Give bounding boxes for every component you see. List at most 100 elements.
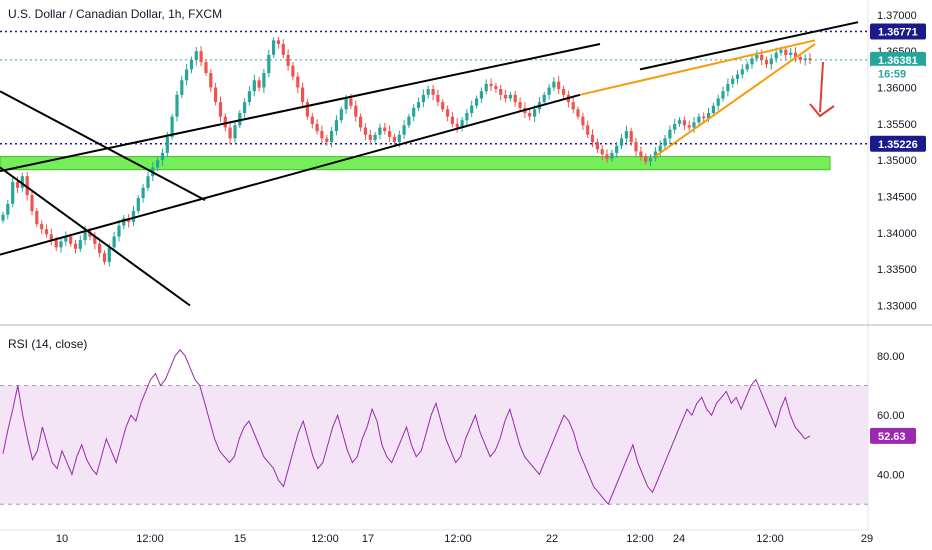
price-tick-label: 1.35000 bbox=[877, 155, 917, 167]
candle bbox=[460, 116, 464, 132]
rising-channel-upper-line bbox=[0, 43, 601, 173]
candle bbox=[644, 153, 648, 165]
candle bbox=[1, 211, 5, 224]
candle bbox=[557, 76, 561, 95]
candle bbox=[465, 108, 469, 126]
candle bbox=[441, 99, 445, 113]
candle bbox=[243, 98, 247, 118]
candle bbox=[40, 220, 44, 234]
candle bbox=[610, 150, 614, 162]
svg-text:1.36771: 1.36771 bbox=[878, 27, 918, 39]
price-tick-label: 1.34000 bbox=[877, 228, 917, 240]
candle bbox=[784, 46, 788, 60]
time-tick-label: 29 bbox=[861, 533, 873, 545]
candle bbox=[78, 235, 82, 253]
candle bbox=[808, 53, 812, 65]
candle bbox=[35, 208, 39, 227]
candle bbox=[697, 113, 701, 127]
time-tick-label: 12:00 bbox=[444, 533, 472, 545]
rising-channel-lower-line bbox=[0, 93, 581, 256]
candle bbox=[310, 112, 314, 129]
candle bbox=[663, 135, 667, 150]
candle bbox=[388, 125, 392, 142]
candle bbox=[141, 184, 145, 203]
candle bbox=[745, 61, 749, 73]
rsi-band bbox=[0, 385, 868, 505]
candle bbox=[547, 83, 551, 100]
support-zone bbox=[0, 156, 831, 171]
candle bbox=[180, 75, 184, 99]
falling-line-lower-line bbox=[0, 166, 191, 307]
rsi-pane: RSI (14, close) 80.00 60.00 40.00 52.63 bbox=[0, 337, 916, 506]
price-tick-label: 1.37000 bbox=[877, 10, 917, 22]
candle bbox=[552, 77, 556, 91]
candle bbox=[185, 63, 189, 86]
candle bbox=[330, 126, 334, 148]
candle bbox=[354, 100, 358, 122]
candle bbox=[595, 138, 599, 154]
candle bbox=[499, 84, 503, 101]
candle bbox=[508, 91, 512, 102]
candle bbox=[668, 125, 672, 144]
candle bbox=[214, 82, 218, 106]
chart-title: U.S. Dollar / Canadian Dollar, 1h, FXCM bbox=[8, 7, 222, 21]
candle bbox=[359, 113, 363, 132]
candle bbox=[639, 146, 643, 161]
time-tick-label: 12:00 bbox=[626, 533, 654, 545]
candle bbox=[204, 59, 208, 76]
candle bbox=[687, 120, 691, 131]
candle bbox=[605, 149, 609, 163]
candle bbox=[600, 145, 604, 160]
candle bbox=[281, 39, 285, 59]
candle bbox=[755, 50, 759, 62]
candle bbox=[286, 49, 290, 71]
candle bbox=[305, 99, 309, 120]
candle bbox=[629, 127, 633, 146]
candle bbox=[383, 122, 387, 135]
candle bbox=[803, 54, 807, 66]
svg-text:1.35226: 1.35226 bbox=[878, 139, 918, 151]
candle bbox=[450, 111, 454, 128]
candle bbox=[518, 97, 522, 112]
price-pane: U.S. Dollar / Canadian Dollar, 1h, FXCM bbox=[0, 7, 868, 307]
candle bbox=[764, 56, 769, 69]
candle bbox=[334, 115, 338, 136]
candle bbox=[489, 78, 493, 92]
candle bbox=[682, 116, 686, 130]
candle bbox=[296, 72, 300, 94]
price-tick-label: 1.34500 bbox=[877, 192, 917, 204]
price-tag: 16:59 bbox=[870, 65, 926, 82]
candle bbox=[726, 78, 730, 97]
time-axis: 10 12:00 15 12:00 17 12:00 22 12:00 24 12:00 29 bbox=[0, 529, 873, 545]
candle bbox=[735, 70, 740, 85]
candle bbox=[590, 129, 595, 148]
candle bbox=[262, 68, 266, 94]
candle bbox=[223, 113, 227, 132]
candle bbox=[11, 177, 15, 208]
price-tick-label: 1.33000 bbox=[877, 301, 917, 313]
candle bbox=[59, 237, 63, 253]
candle bbox=[634, 137, 638, 157]
candle bbox=[750, 54, 754, 69]
falling-line-upper-line bbox=[0, 90, 206, 201]
price-tag: 1.35226 bbox=[870, 135, 926, 152]
candle bbox=[199, 46, 203, 67]
svg-text:52.63: 52.63 bbox=[878, 431, 906, 443]
candle bbox=[73, 239, 78, 254]
candle bbox=[479, 87, 483, 104]
candle bbox=[484, 79, 488, 95]
ascending-resistance-line bbox=[639, 21, 859, 71]
candle bbox=[49, 228, 53, 246]
candle bbox=[711, 102, 715, 116]
candle bbox=[291, 62, 295, 81]
candle bbox=[504, 89, 508, 103]
candle bbox=[677, 117, 682, 127]
candle bbox=[368, 129, 372, 145]
candle bbox=[272, 37, 276, 58]
candle bbox=[494, 82, 498, 93]
candle bbox=[194, 47, 198, 66]
candle bbox=[731, 75, 735, 88]
candle bbox=[417, 97, 421, 112]
time-tick-label: 22 bbox=[546, 533, 558, 545]
candle bbox=[421, 89, 425, 108]
